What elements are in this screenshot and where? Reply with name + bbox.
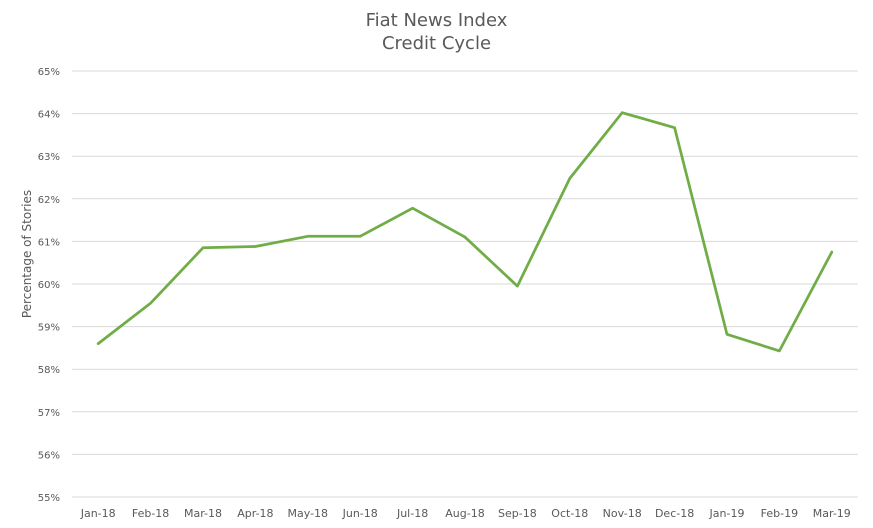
data-point <box>411 206 414 210</box>
y-tick-label: 57% <box>38 408 60 419</box>
x-tick-label: Feb-18 <box>132 507 169 520</box>
series-line <box>96 111 834 353</box>
data-point <box>516 284 519 288</box>
x-tick-label: Jan-19 <box>709 507 745 520</box>
y-tick-label: 62% <box>38 195 60 206</box>
data-point <box>568 177 571 180</box>
y-axis-label: Percentage of Stories <box>20 190 34 318</box>
y-tick-label: 61% <box>38 237 60 248</box>
data-point <box>201 246 205 249</box>
y-tick-label: 64% <box>38 110 60 121</box>
y-tick-labels: 55% 56% 57% 58% 59% 60% 61% 62% 63% 64% 65% <box>38 67 60 504</box>
x-tick-label: May-18 <box>288 507 329 520</box>
x-tick-label: Dec-18 <box>655 507 694 520</box>
x-tick-labels: Jan-18 Feb-18 Mar-18 Apr-18 May-18 Jun-18 Jul-… <box>80 507 851 520</box>
y-tick-label: 63% <box>38 152 60 163</box>
x-tick-label: Oct-18 <box>551 507 588 520</box>
x-tick-label: Apr-18 <box>237 507 273 520</box>
data-point <box>463 235 467 239</box>
y-tick-label: 55% <box>38 493 60 504</box>
data-point <box>621 111 624 114</box>
data-point <box>673 126 676 129</box>
data-point <box>97 342 100 345</box>
y-tick-label: 59% <box>38 323 60 334</box>
x-tick-label: Nov-18 <box>603 507 642 520</box>
x-tick-label: Jan-18 <box>80 507 116 520</box>
x-tick-label: Aug-18 <box>445 507 484 520</box>
x-tick-label: Sep-18 <box>498 507 537 520</box>
data-point <box>306 235 309 238</box>
data-point <box>359 235 362 238</box>
data-point <box>778 349 781 353</box>
y-tick-label: 60% <box>38 280 60 291</box>
chart-title-line-1: Fiat News Index <box>365 10 508 31</box>
data-point <box>149 301 152 305</box>
data-point <box>830 250 833 254</box>
x-tick-label: Mar-18 <box>184 507 222 520</box>
x-tick-label: Jun-18 <box>342 507 378 520</box>
y-tick-label: 56% <box>38 450 60 461</box>
x-tick-label: Feb-19 <box>761 507 798 520</box>
data-point <box>254 245 257 248</box>
y-tick-label: 58% <box>38 365 60 376</box>
y-tick-label: 65% <box>38 67 60 78</box>
series <box>96 111 834 353</box>
gridlines <box>72 70 858 498</box>
chart-title-line-2: Credit Cycle <box>381 33 492 54</box>
x-tick-label: Mar-19 <box>813 507 851 520</box>
data-point <box>725 333 729 336</box>
x-tick-label: Jul-18 <box>396 507 428 520</box>
